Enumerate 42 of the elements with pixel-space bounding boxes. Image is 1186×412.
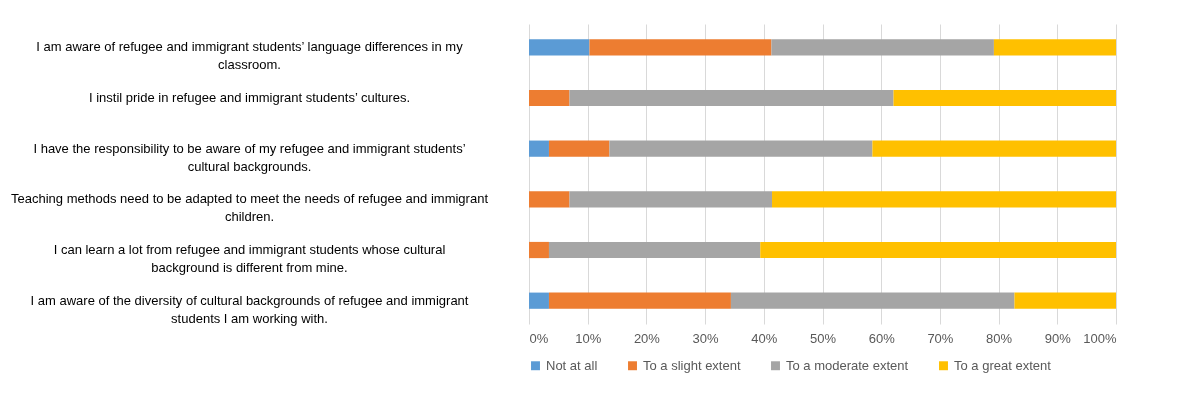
bar bbox=[771, 39, 994, 56]
bar bbox=[548, 140, 610, 157]
bar bbox=[529, 89, 570, 107]
bar bbox=[529, 241, 549, 259]
x-tick-label: 30% bbox=[692, 330, 720, 346]
bar bbox=[730, 292, 1015, 309]
legend-label: To a great extent bbox=[954, 357, 1052, 373]
bar bbox=[548, 292, 731, 309]
bar bbox=[569, 191, 773, 208]
bar bbox=[893, 89, 1116, 107]
bar bbox=[569, 89, 894, 107]
bar bbox=[529, 39, 590, 56]
bar bbox=[993, 39, 1116, 56]
legend-label: To a moderate extent bbox=[786, 357, 909, 373]
bar bbox=[609, 140, 873, 157]
bar bbox=[529, 191, 570, 208]
bar bbox=[772, 191, 1116, 208]
legend-label: Not at all bbox=[546, 357, 598, 373]
x-tick-label: 100% bbox=[1083, 330, 1117, 346]
x-tick-label: 0% bbox=[529, 330, 549, 346]
bar bbox=[529, 292, 549, 309]
x-tick-label: 40% bbox=[751, 330, 778, 346]
x-tick-label: 60% bbox=[868, 330, 896, 346]
bar bbox=[529, 140, 549, 157]
y-tick-label: I instil pride in refugee and immigrant students’ cultures. bbox=[88, 89, 411, 105]
x-tick-label: 20% bbox=[633, 330, 661, 346]
bar bbox=[760, 241, 1116, 259]
x-tick-label: 50% bbox=[809, 330, 837, 346]
bar bbox=[589, 39, 772, 56]
x-tick-label: 70% bbox=[927, 330, 954, 346]
x-tick-label: 90% bbox=[1044, 330, 1072, 346]
bar bbox=[1014, 292, 1116, 309]
y-tick-label: I can learn a lot from refugee and immigrant students whose cultural background is different from mine. bbox=[53, 242, 446, 276]
x-tick-label: 10% bbox=[575, 330, 602, 346]
bar bbox=[548, 241, 761, 259]
x-tick-label: 80% bbox=[986, 330, 1013, 346]
y-tick-label: I am aware of refugee and immigrant students’ language differences in my classroom. bbox=[36, 39, 464, 73]
y-tick-label: I am aware of the diversity of cultural backgrounds of refugee and immigrant students I am working with. bbox=[30, 292, 469, 326]
legend-label: To a slight extent bbox=[643, 357, 741, 373]
bar bbox=[872, 140, 1116, 157]
y-tick-label: Teaching methods need to be adapted to meet the needs of refugee and immigrant children. bbox=[11, 191, 489, 225]
y-tick-label: I have the responsibility to be aware of my refugee and immigrant students’ cultural backgrounds. bbox=[33, 140, 466, 174]
